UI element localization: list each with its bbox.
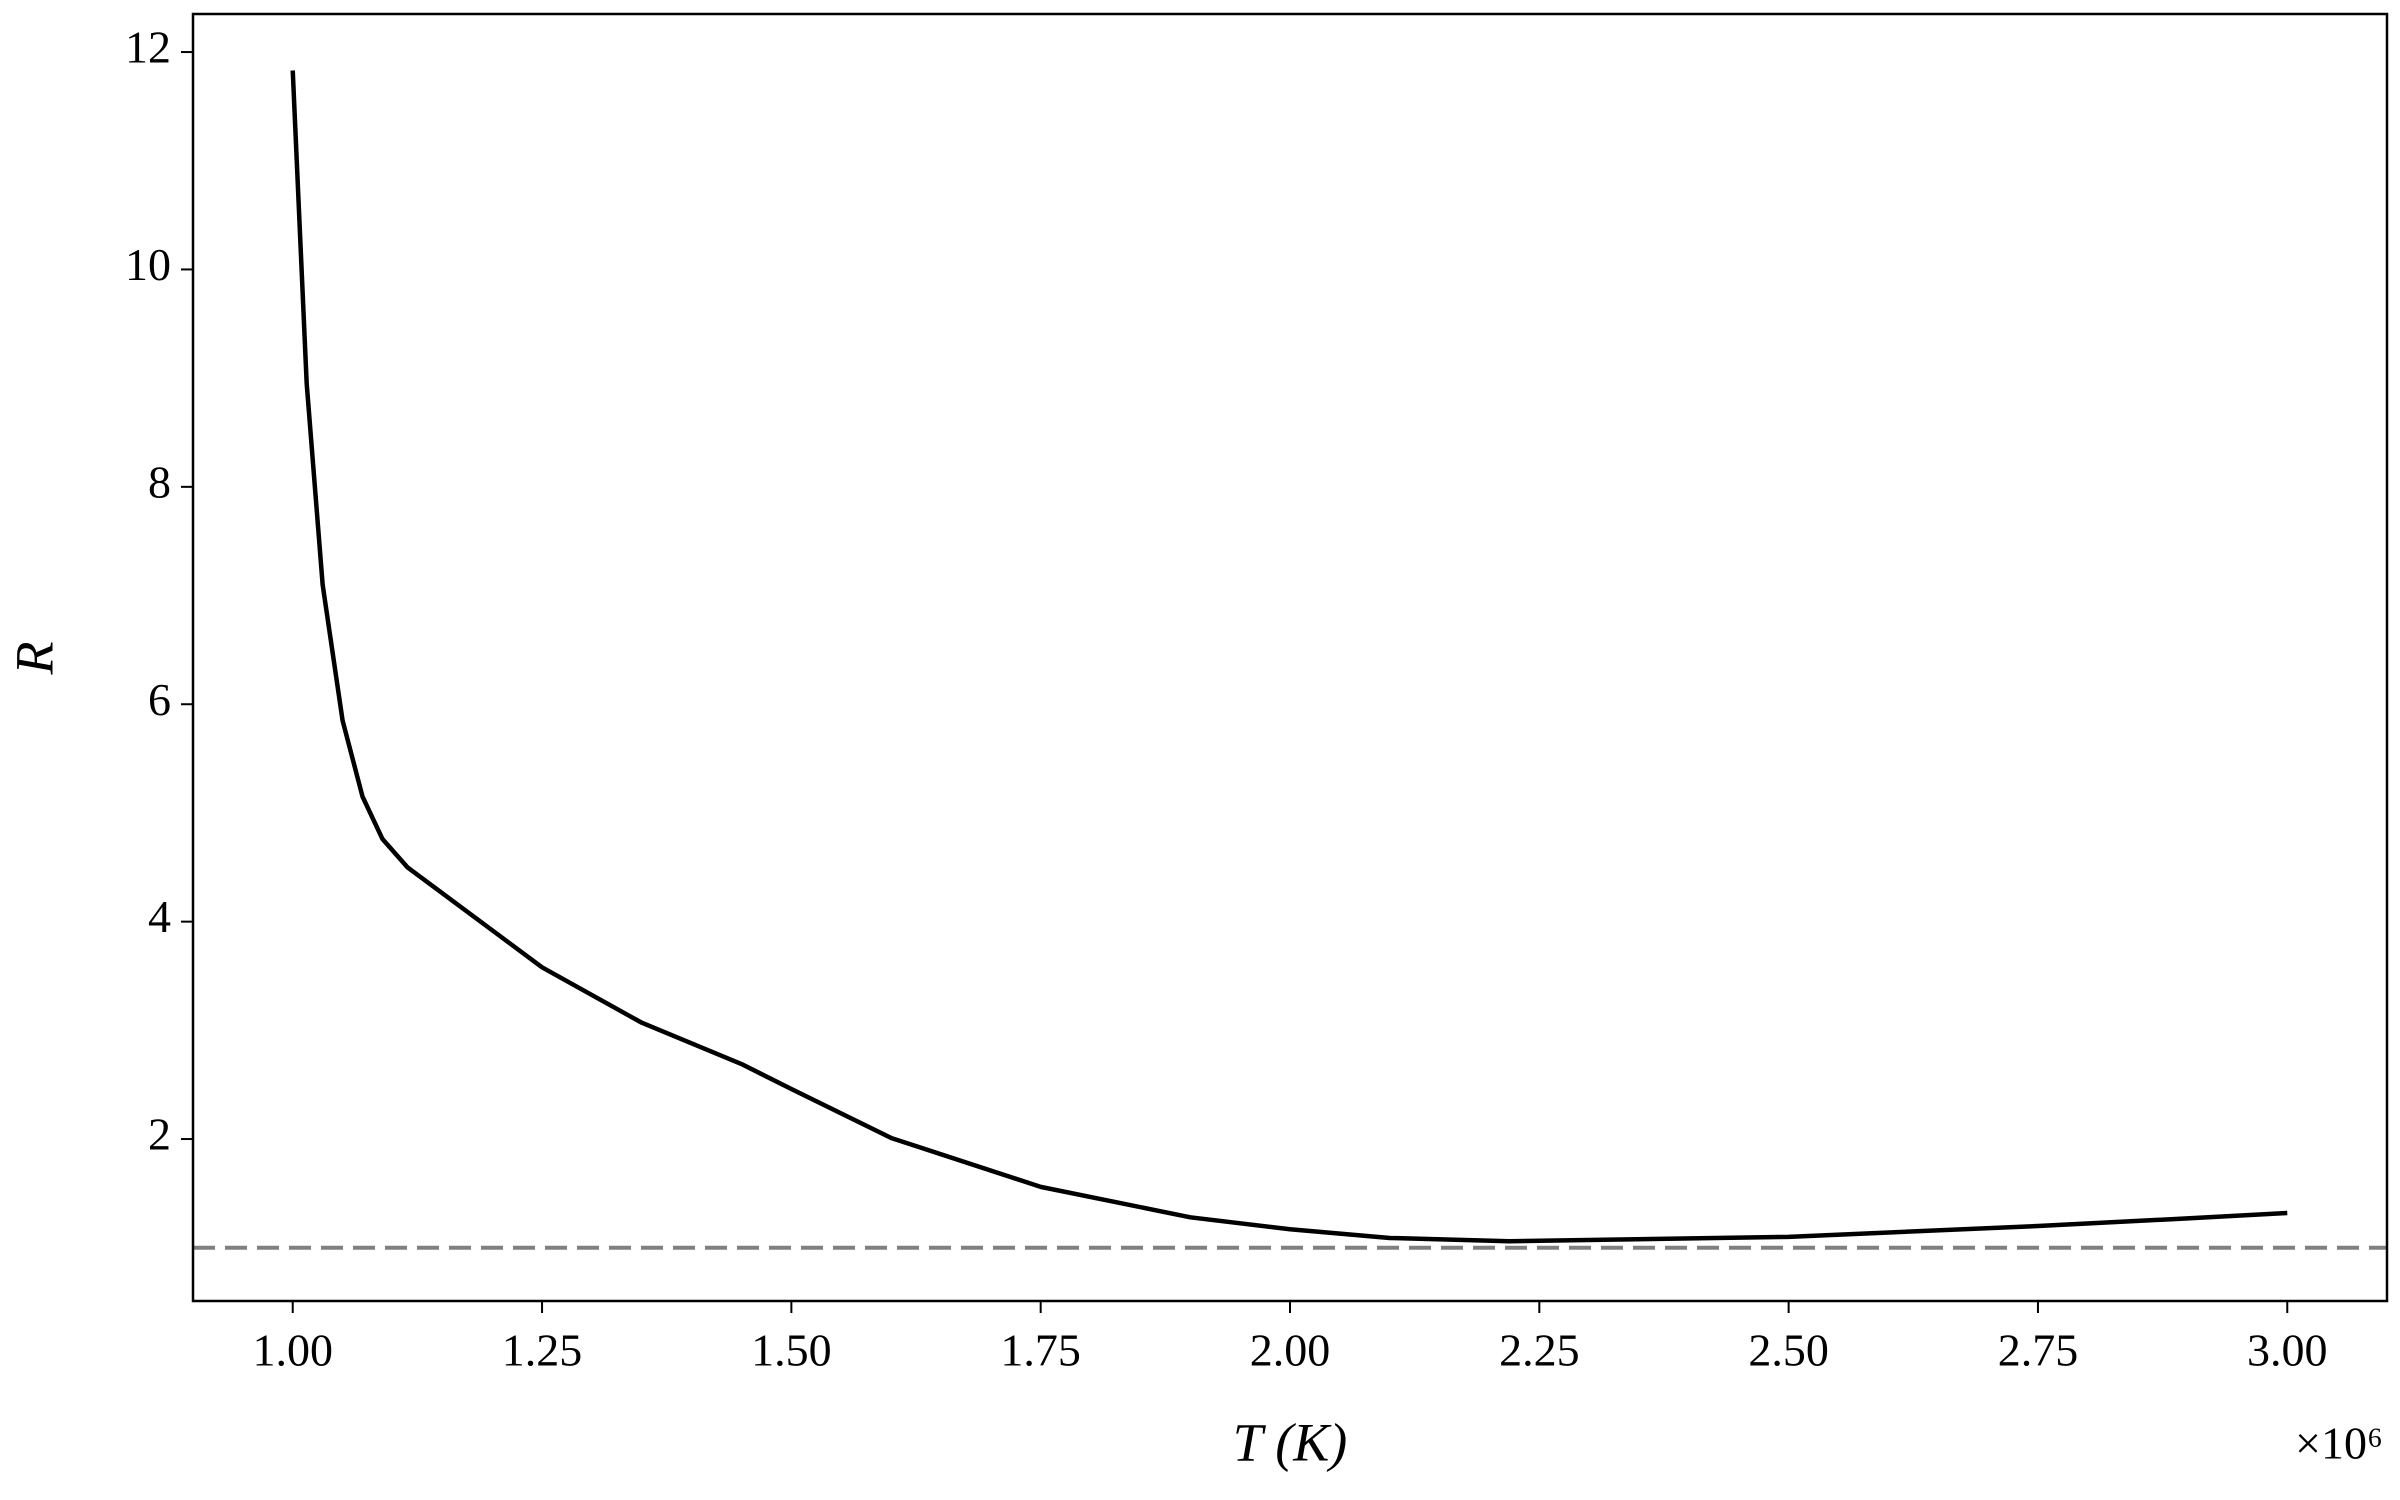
x-tick-label: 1.50 [751,1325,832,1376]
data-line [290,70,2288,1244]
x-tick-label: 1.25 [502,1325,583,1376]
y-tick-label: 6 [148,674,171,725]
y-tick-label: 4 [148,891,171,942]
y-axis-label: R [4,642,64,676]
x-tick-label: 1.00 [252,1325,333,1376]
plot-frame [191,12,2389,1303]
y-tick-label: 10 [125,239,171,290]
x-tick-label: 3.00 [2247,1325,2328,1376]
x-offset-label: ×10⁶ [2295,1418,2383,1469]
x-tick-label: 2.75 [1998,1325,2079,1376]
x-tick-label: 2.50 [1748,1325,1829,1376]
x-tick-label: 2.00 [1250,1325,1331,1376]
y-tick-label: 8 [148,456,171,507]
x-axis-label: T (K) [1233,1412,1348,1472]
x-tick-label: 2.25 [1499,1325,1580,1376]
x-tick-label: 1.75 [1000,1325,1081,1376]
y-tick-label: 2 [148,1109,171,1160]
y-tick-label: 12 [125,22,171,73]
